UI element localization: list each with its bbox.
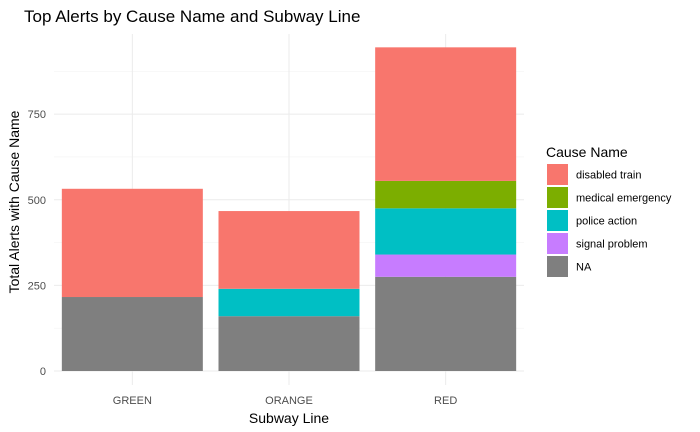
x-axis-title: Subway Line — [249, 410, 329, 426]
legend: disabled train medical emergency police ac… — [547, 164, 672, 277]
bar-orange-police-action — [218, 288, 360, 317]
y-tick-label: 750 — [28, 109, 46, 121]
y-tick-label: 500 — [28, 195, 46, 207]
chart-title: Top Alerts by Cause Name and Subway Line — [24, 7, 360, 26]
y-axis-ticks: 0 250 500 750 — [28, 109, 46, 378]
y-tick-label: 0 — [40, 366, 46, 378]
legend-label: medical emergency — [576, 193, 672, 205]
bar-red-police-action — [375, 208, 517, 255]
bars — [61, 47, 517, 371]
bar-orange-disabled-train — [218, 211, 360, 289]
bar-orange-na — [218, 316, 360, 371]
bar-red-medical-emergency — [375, 180, 517, 209]
legend-key — [547, 210, 568, 231]
bar-green-disabled-train — [61, 188, 203, 298]
bar-green-na — [61, 297, 203, 371]
legend-key — [547, 233, 568, 254]
bar-red-signal-problem — [375, 254, 517, 277]
legend-key — [547, 164, 568, 185]
legend-label: police action — [576, 216, 637, 228]
legend-key — [547, 256, 568, 277]
legend-label: disabled train — [576, 170, 641, 182]
bar-red-disabled-train — [375, 47, 517, 181]
y-axis-title: Total Alerts with Cause Name — [6, 110, 22, 293]
legend-title: Cause Name — [546, 144, 628, 160]
legend-label: signal problem — [576, 239, 648, 251]
legend-key — [547, 187, 568, 208]
y-tick-label: 250 — [28, 280, 46, 292]
bar-red-na — [375, 276, 517, 371]
x-tick-label: RED — [434, 395, 457, 407]
x-axis-ticks: GREEN ORANGE RED — [113, 395, 458, 407]
legend-label: NA — [576, 262, 592, 274]
x-tick-label: ORANGE — [265, 395, 313, 407]
x-tick-label: GREEN — [113, 395, 152, 407]
